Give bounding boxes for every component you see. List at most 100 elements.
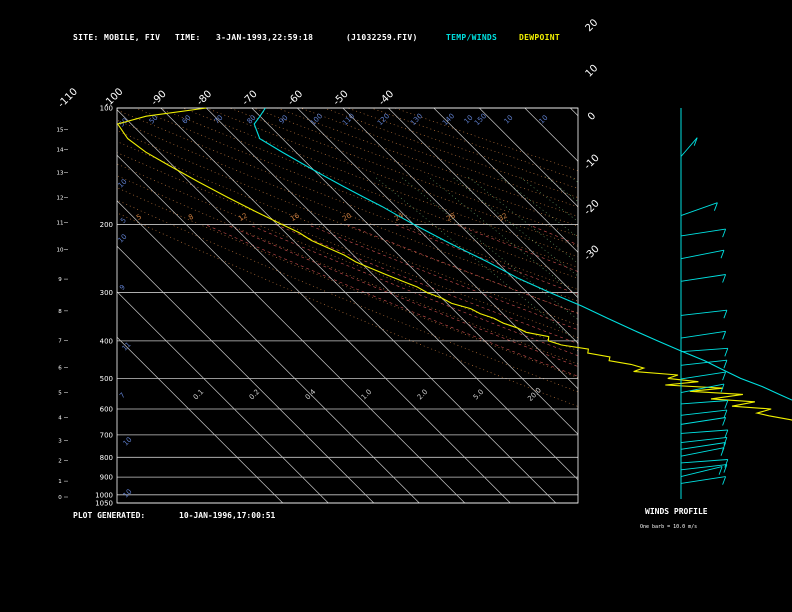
- dry-adiabat: [117, 109, 578, 290]
- pressure-label: 200: [100, 221, 113, 229]
- moist-adiabat-label: 24: [393, 211, 405, 223]
- isotherm-top-label: -100: [102, 86, 126, 110]
- wind-barb-flag: [720, 383, 725, 393]
- thickness-label: 100: [309, 112, 324, 127]
- pressure-label: 100: [100, 105, 113, 113]
- wind-barb: [680, 371, 726, 380]
- thickness-label: 90: [278, 114, 290, 126]
- wind-barb-flag: [713, 202, 718, 211]
- temperature-trace: [253, 107, 792, 401]
- site-label: SITE:: [73, 33, 99, 42]
- isotherm-line: [117, 200, 420, 503]
- site-value: MOBILE, FIV: [104, 33, 161, 42]
- wind-barb: [680, 429, 728, 434]
- isotherm-top-label: -110: [56, 86, 80, 110]
- file-id: (J1032259.FIV): [346, 33, 418, 42]
- isotherm-top-label: -60: [286, 89, 305, 108]
- isotherm-line: [251, 108, 578, 435]
- moist-adiabat-label: 20: [341, 212, 353, 223]
- dry-adiabat: [117, 187, 578, 379]
- pressure-label: 400: [100, 337, 113, 345]
- wind-barb-flag: [724, 429, 729, 439]
- pressure-label: 300: [100, 289, 113, 297]
- wind-barb-flag: [723, 464, 728, 473]
- thickness-label: 50: [148, 114, 160, 126]
- isotherm-line: [117, 336, 284, 503]
- wind-barb: [680, 274, 726, 282]
- isotherm-right-label: -20: [582, 198, 601, 217]
- thickness-label: 130: [409, 112, 424, 127]
- height-label: 3: [58, 438, 62, 444]
- dry-adiabat: [117, 141, 578, 326]
- wind-barb-flag: [722, 442, 727, 451]
- mixing-ratio-label: 1.0: [360, 388, 374, 402]
- wind-barb: [680, 202, 718, 216]
- wind-barb-flag: [723, 409, 728, 419]
- wind-barb: [680, 459, 728, 464]
- mixing-ratio-label: 0.1: [192, 388, 206, 402]
- isotherm-top-label: -70: [240, 89, 259, 108]
- plot-frame: [116, 107, 579, 504]
- wind-barb-flag: [722, 476, 727, 485]
- thickness-label: 70: [213, 114, 225, 126]
- wind-barb-flag: [722, 274, 727, 283]
- wind-barb-flag: [723, 437, 728, 446]
- height-label: 11: [57, 220, 64, 226]
- barb-note: One barb = 10.0 m/s: [640, 524, 698, 530]
- wind-barb-flag: [720, 250, 725, 259]
- thickness-label: 10: [122, 488, 134, 500]
- isotherm-line: [752, 108, 792, 503]
- plot-generated-label: PLOT GENERATED:: [73, 511, 146, 520]
- wind-barb: [680, 442, 726, 450]
- isotherm-line: [388, 108, 578, 299]
- thickness-label: 10: [117, 233, 129, 245]
- wind-barb: [680, 447, 725, 457]
- pressure-label: 1050: [95, 500, 113, 508]
- mixing-ratio-line: [466, 175, 578, 264]
- wind-barb-flag: [724, 400, 729, 409]
- height-label: 0: [58, 495, 62, 501]
- height-label: 2: [58, 459, 62, 465]
- mixing-ratio-line: [622, 176, 792, 503]
- wind-barb: [680, 409, 727, 416]
- mixing-ratio-label: 0.2: [248, 388, 262, 402]
- thickness-label: 10: [463, 114, 475, 126]
- height-label: 6: [58, 366, 62, 372]
- wind-barb: [680, 137, 698, 157]
- dry-adiabat: [253, 108, 578, 227]
- mixing-ratio-line: [609, 176, 792, 503]
- wind-barb-flag: [722, 371, 727, 381]
- wind-barb: [680, 383, 725, 394]
- wind-barb-flag: [723, 360, 728, 369]
- pressure-label: 900: [100, 474, 113, 482]
- pressure-label: 600: [100, 405, 113, 413]
- pressure-label: 1000: [95, 491, 113, 499]
- thickness-label: 140: [441, 112, 456, 127]
- wind-barb: [680, 309, 727, 316]
- dry-adiabat: [117, 175, 578, 365]
- height-label: 14: [57, 148, 64, 154]
- isotherm-line: [479, 108, 578, 208]
- dry-adiabat: [117, 119, 578, 302]
- isotherm-right-label: -30: [582, 244, 601, 263]
- wind-barb-flag: [718, 466, 723, 475]
- moist-adiabat: [307, 224, 578, 331]
- wind-barb-flag: [724, 459, 729, 468]
- thickness-label: 9: [118, 283, 127, 292]
- moist-adiabat: [248, 224, 578, 357]
- thickness-label: 60: [181, 114, 193, 126]
- time-value: 3-JAN-1993,22:59:18: [216, 33, 314, 42]
- isotherm-line: [160, 108, 557, 503]
- wind-barb: [680, 330, 726, 339]
- wind-barb-flag: [693, 137, 698, 146]
- height-label: 10: [57, 248, 64, 254]
- isotherm-top-label: -90: [149, 89, 168, 108]
- winds-profile: [680, 108, 729, 499]
- wind-barb-flag: [722, 417, 727, 426]
- isotherm-line: [117, 109, 511, 503]
- moist-adiabat-label: 5: [135, 213, 143, 222]
- mixing-ratio-label: 2.0: [416, 388, 430, 402]
- thickness-label: 5: [119, 216, 128, 225]
- isotherm-line: [117, 291, 329, 503]
- mixing-ratio-line: [399, 175, 578, 321]
